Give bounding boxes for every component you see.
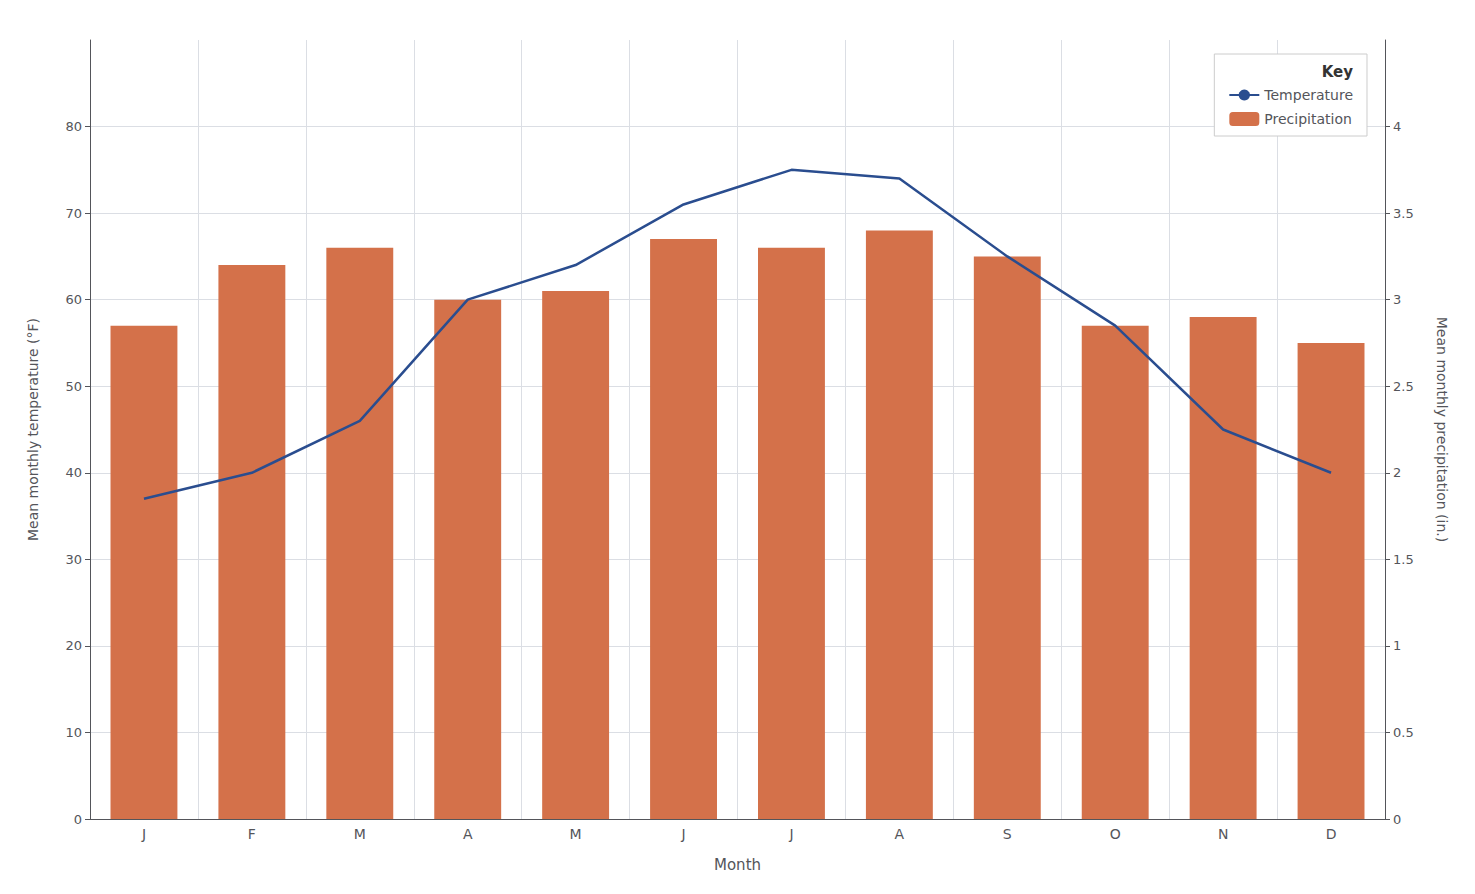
svg-text:J: J [788, 826, 793, 842]
svg-text:S: S [1003, 826, 1012, 842]
svg-text:Mean monthly precipitation (in: Mean monthly precipitation (in.) [1434, 317, 1450, 542]
svg-text:0.5: 0.5 [1393, 725, 1414, 740]
svg-text:1.5: 1.5 [1393, 552, 1414, 567]
svg-text:J: J [680, 826, 685, 842]
svg-text:60: 60 [65, 292, 82, 307]
svg-text:50: 50 [65, 379, 82, 394]
svg-text:20: 20 [65, 638, 82, 653]
svg-text:F: F [248, 826, 256, 842]
svg-text:M: M [570, 826, 582, 842]
svg-text:J: J [141, 826, 146, 842]
svg-text:80: 80 [65, 119, 82, 134]
svg-text:0: 0 [1393, 812, 1401, 827]
svg-text:D: D [1326, 826, 1337, 842]
svg-text:Temperature: Temperature [1263, 87, 1353, 103]
svg-text:30: 30 [65, 552, 82, 567]
svg-text:A: A [895, 826, 905, 842]
svg-text:2.5: 2.5 [1393, 379, 1414, 394]
svg-text:4: 4 [1393, 119, 1401, 134]
svg-text:Key: Key [1322, 63, 1354, 81]
svg-text:3: 3 [1393, 292, 1401, 307]
svg-text:Precipitation: Precipitation [1264, 111, 1352, 127]
svg-text:0: 0 [74, 812, 82, 827]
svg-text:M: M [354, 826, 366, 842]
svg-text:3.5: 3.5 [1393, 206, 1414, 221]
svg-text:2: 2 [1393, 465, 1401, 480]
svg-text:70: 70 [65, 206, 82, 221]
svg-text:10: 10 [65, 725, 82, 740]
svg-text:Mean monthly temperature (°F): Mean monthly temperature (°F) [25, 318, 41, 541]
svg-text:1: 1 [1393, 638, 1401, 653]
svg-text:N: N [1218, 826, 1228, 842]
svg-text:O: O [1110, 826, 1121, 842]
svg-text:40: 40 [65, 465, 82, 480]
svg-text:Month: Month [714, 856, 761, 874]
svg-text:A: A [463, 826, 473, 842]
